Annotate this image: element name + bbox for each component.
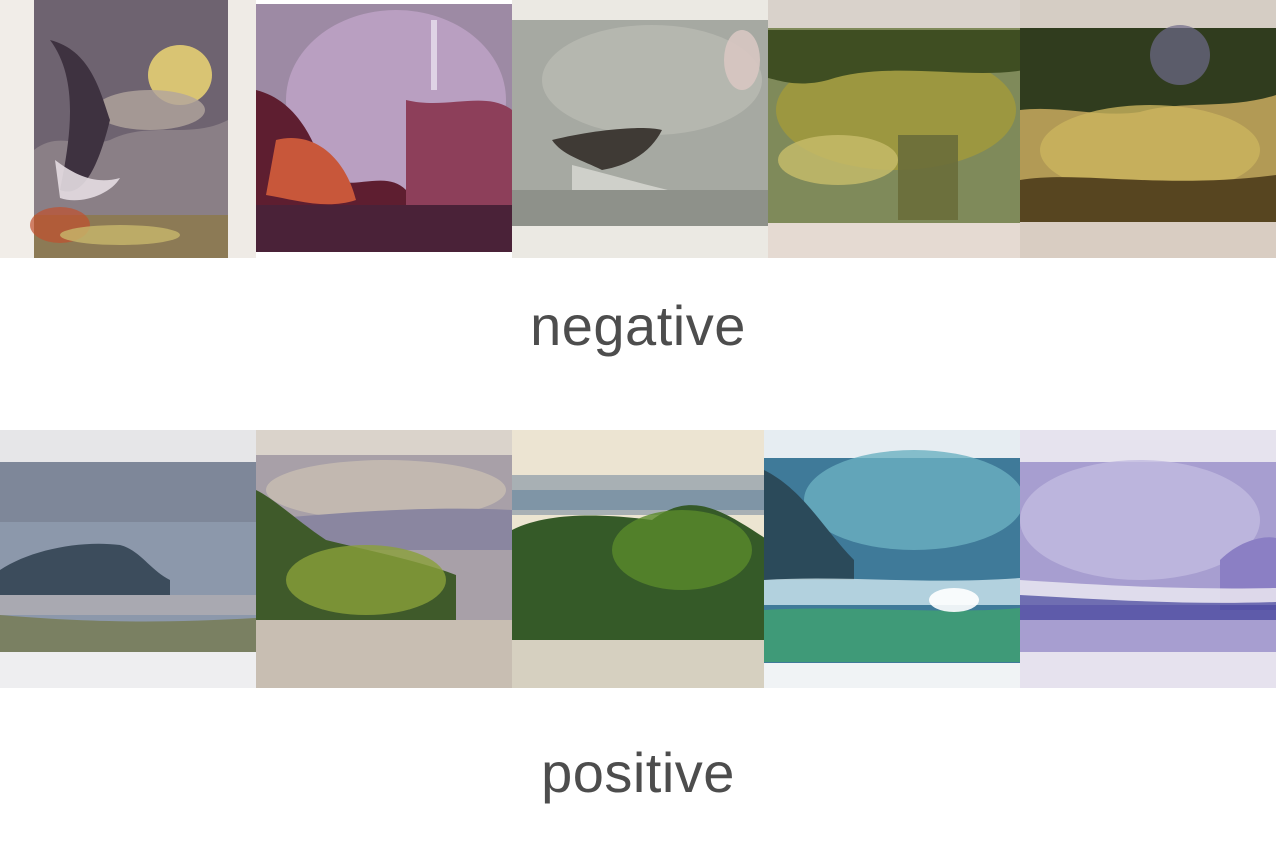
painting-negative-4 bbox=[768, 0, 1024, 258]
painting-positive-5 bbox=[1020, 430, 1276, 688]
positive-label: positive bbox=[541, 741, 735, 804]
painting-positive-3 bbox=[512, 430, 768, 688]
painting-negative-2 bbox=[256, 0, 512, 258]
painting-negative-1 bbox=[0, 0, 256, 258]
negative-row bbox=[0, 0, 1276, 258]
painting-positive-4 bbox=[764, 430, 1020, 688]
painting-negative-5 bbox=[1020, 0, 1276, 258]
painting-negative-3 bbox=[512, 0, 768, 258]
negative-label: negative bbox=[530, 294, 746, 357]
positive-row bbox=[0, 430, 1276, 688]
painting-positive-2 bbox=[256, 430, 512, 688]
painting-positive-1 bbox=[0, 430, 256, 688]
